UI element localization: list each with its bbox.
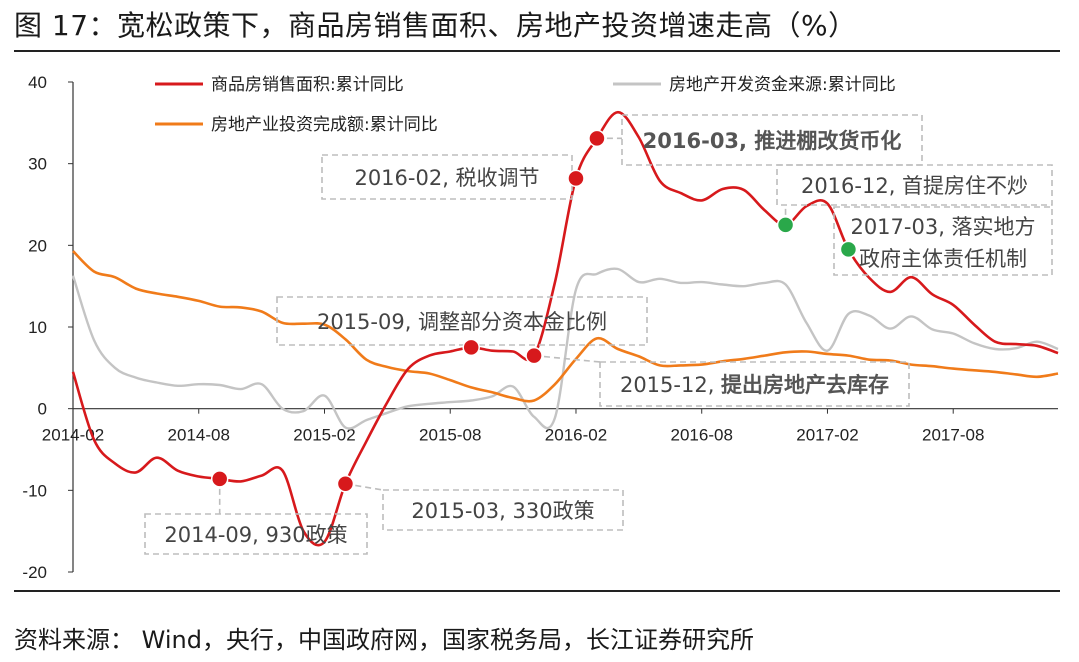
x-tick-label: 2017-02	[796, 426, 858, 445]
annotation-text: 2015-03, 330政策	[411, 499, 594, 523]
x-tick-label: 2014-08	[168, 426, 230, 445]
x-tick-label: 2015-08	[419, 426, 481, 445]
y-tick-label: 20	[28, 236, 47, 255]
annotation-box	[621, 114, 923, 166]
series-line-funding-source	[71, 267, 1059, 430]
line-chart: 40 30 20 10 0 -10 -20 2014-02 2014-08 2015-02 2015…	[22, 73, 1059, 582]
y-tick-label: 10	[28, 318, 47, 337]
source-note: 资料来源： Wind，央行，中国政府网，国家税务局，长江证券研究所	[14, 626, 754, 654]
annotation-text: 2015-12, 提出房地产去库存	[620, 373, 889, 397]
annotation-text: 政府主体责任机制	[859, 247, 1027, 271]
source-rule	[14, 590, 1060, 592]
legend-label: 房地产业投资完成额:累计同比	[211, 115, 438, 135]
annotation-connector	[533, 354, 601, 363]
chart-axes: 40 30 20 10 0 -10 -20 2014-02 2014-08 2015-02 2015…	[22, 73, 1058, 582]
x-tick-label: 2016-02	[545, 426, 607, 445]
annotation-marker	[776, 216, 795, 234]
title-rule	[14, 50, 1060, 52]
y-tick-label: -20	[22, 563, 47, 582]
x-tick-label: 2015-02	[293, 426, 355, 445]
annotation-box	[776, 164, 1053, 206]
y-tick-label: 0	[38, 400, 47, 419]
annotation-box	[599, 361, 910, 407]
x-tick-label: 2016-08	[671, 426, 733, 445]
annotation-marker	[588, 129, 606, 148]
annotation-box	[276, 296, 648, 346]
y-tick-label: 30	[28, 155, 47, 174]
annotation-text: 2017-03, 落实地方	[850, 215, 1035, 239]
x-tick-label: 2014-02	[42, 426, 104, 445]
annotation-box	[144, 513, 368, 555]
page-title: 图 17：宽松政策下，商品房销售面积、房地产投资增速走高（%）	[14, 9, 857, 42]
legend-label: 商品房销售面积:累计同比	[211, 75, 404, 95]
annotation-text: 2016-12, 首提房住不炒	[801, 174, 1028, 198]
annotation-marker	[525, 346, 543, 365]
y-tick-label: -10	[22, 481, 47, 500]
annotation-box	[382, 489, 624, 531]
annotation-marker	[462, 338, 480, 357]
annotation-marker	[336, 475, 355, 493]
annotation-box	[833, 206, 1053, 276]
x-tick-label: 2017-08	[922, 426, 984, 445]
chart-series-lines	[71, 110, 1059, 547]
annotation-marker	[567, 169, 585, 188]
series-line-investment	[72, 250, 1059, 403]
annotation-text: 2016-02, 税收调节	[354, 166, 539, 190]
y-tick-label: 40	[28, 73, 47, 92]
annotation-text: 2016-03, 推进棚改货币化	[643, 129, 902, 153]
annotation-marker	[839, 240, 858, 259]
annotation-connector	[345, 483, 384, 491]
annotation-marker	[210, 470, 229, 488]
annotation-text: 2015-09, 调整部分资本金比例	[317, 310, 607, 334]
chart-annotations: 2014-09, 930政策 2015-03, 330政策 2015-09, 调整部…	[144, 114, 1053, 555]
annotation-text: 2014-09, 930政策	[164, 523, 347, 547]
series-line-sales-area	[71, 110, 1059, 547]
legend-label: 房地产开发资金来源:累计同比	[669, 75, 896, 95]
